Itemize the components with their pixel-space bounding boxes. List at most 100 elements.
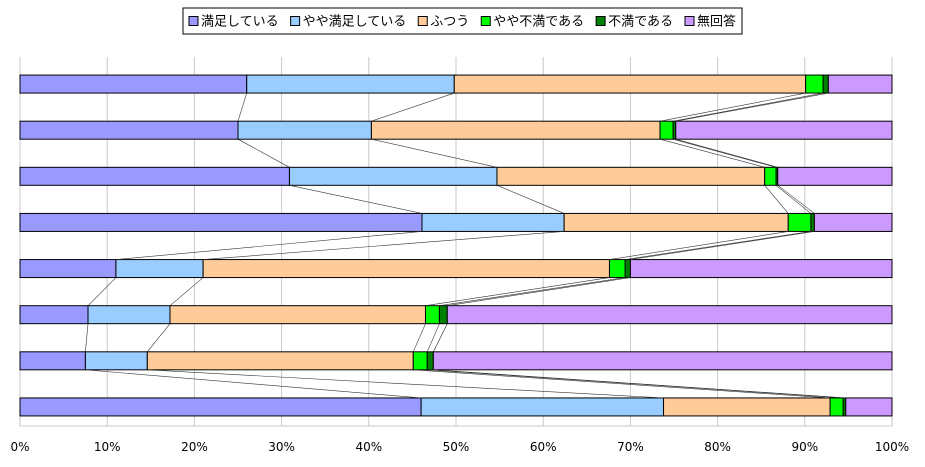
bar-segment bbox=[764, 166, 777, 186]
series-line bbox=[169, 277, 204, 306]
series-line bbox=[447, 277, 631, 306]
bar-segment bbox=[629, 259, 893, 279]
bar-segment bbox=[169, 305, 426, 325]
legend-swatch bbox=[188, 16, 199, 26]
series-line bbox=[85, 369, 422, 399]
series-line bbox=[371, 92, 455, 122]
bar-segment bbox=[19, 120, 239, 140]
bar-segment bbox=[810, 212, 815, 232]
bar-row bbox=[19, 259, 893, 279]
x-tick-label: 70% bbox=[617, 440, 644, 454]
bar-segment bbox=[412, 351, 428, 371]
series-line bbox=[764, 185, 789, 214]
bar-segment bbox=[663, 397, 831, 417]
bar-segment bbox=[424, 305, 440, 325]
series-line bbox=[675, 92, 829, 122]
legend-item: やや不満である bbox=[480, 15, 584, 30]
bar-segment bbox=[829, 397, 844, 417]
legend: 満足している やや満足している ふつう やや不満である 不満である 無回答 bbox=[182, 7, 743, 35]
bar-row bbox=[19, 351, 893, 371]
x-tick-label: 20% bbox=[181, 440, 208, 454]
bar-segment bbox=[19, 351, 86, 371]
series-line bbox=[609, 231, 789, 260]
bar-segment bbox=[813, 212, 893, 232]
bar-segment bbox=[370, 120, 661, 140]
series-line bbox=[87, 277, 117, 306]
legend-label: 不満である bbox=[608, 15, 673, 30]
bar-segment bbox=[420, 397, 665, 417]
legend-swatch bbox=[417, 16, 428, 26]
x-tick-label: 30% bbox=[268, 440, 295, 454]
series-line bbox=[426, 323, 440, 352]
bar-segment bbox=[202, 259, 610, 279]
x-tick-label: 10% bbox=[94, 440, 121, 454]
bar-segment bbox=[563, 212, 789, 232]
bar-segment bbox=[146, 351, 414, 371]
bar-segment bbox=[827, 74, 893, 94]
bar-segment bbox=[19, 166, 290, 186]
x-tick-label: 80% bbox=[704, 440, 731, 454]
bar-segment bbox=[288, 166, 498, 186]
series-line bbox=[412, 323, 426, 352]
bar-segment bbox=[438, 305, 448, 325]
bar-segment bbox=[624, 259, 631, 279]
bar-row bbox=[19, 74, 893, 94]
bar-segment bbox=[237, 120, 372, 140]
series-line bbox=[237, 138, 290, 168]
legend-item: ふつう bbox=[417, 15, 469, 30]
series-line bbox=[775, 185, 812, 214]
bar-segment bbox=[19, 212, 423, 232]
bars bbox=[19, 74, 893, 417]
series-line bbox=[675, 138, 778, 168]
x-axis: 0% 10% 20% 30% 40% 50% 60% 70% 80% 90% 100% bbox=[10, 440, 909, 454]
bar-segment bbox=[426, 351, 434, 371]
bar-segment bbox=[822, 74, 829, 94]
bar-segment bbox=[19, 74, 248, 94]
bar-segment bbox=[608, 259, 626, 279]
x-tick-label: 60% bbox=[530, 440, 557, 454]
legend-box bbox=[182, 7, 743, 35]
bar-segment bbox=[496, 166, 766, 186]
series-line bbox=[147, 369, 664, 399]
legend-label: ふつう bbox=[430, 15, 469, 30]
legend-label: 満足している bbox=[201, 15, 279, 30]
bar-segment bbox=[246, 74, 455, 94]
series-line bbox=[659, 138, 765, 168]
bar-segment bbox=[787, 212, 812, 232]
x-tick-label: 100% bbox=[875, 440, 909, 454]
legend-item: 無回答 bbox=[684, 14, 736, 30]
legend-label: 無回答 bbox=[697, 14, 736, 30]
series-line bbox=[433, 323, 448, 352]
series-line bbox=[203, 231, 565, 260]
bar-row bbox=[19, 120, 893, 140]
bar-segment bbox=[675, 120, 893, 140]
legend-swatch bbox=[684, 16, 695, 26]
series-line bbox=[413, 369, 831, 399]
grid bbox=[19, 57, 893, 427]
series-line bbox=[659, 92, 806, 122]
series-line bbox=[115, 231, 423, 260]
legend-item: 不満である bbox=[595, 15, 673, 30]
series-line bbox=[371, 138, 498, 168]
series-line bbox=[625, 231, 811, 260]
series-line bbox=[237, 92, 248, 122]
bar-segment bbox=[446, 305, 893, 325]
series-line bbox=[147, 323, 171, 353]
bar-segment bbox=[84, 351, 148, 371]
x-tick-label: 90% bbox=[791, 440, 818, 454]
bar-segment bbox=[87, 305, 171, 325]
legend-item: 満足している bbox=[188, 15, 279, 30]
series-line bbox=[433, 369, 846, 399]
legend-swatch bbox=[480, 16, 491, 26]
legend-swatch bbox=[290, 16, 301, 26]
bar-segment bbox=[453, 74, 807, 94]
x-tick-label: 50% bbox=[443, 440, 470, 454]
bar-segment bbox=[777, 166, 893, 186]
series-line bbox=[673, 92, 824, 122]
bar-segment bbox=[845, 397, 893, 417]
bar-segment bbox=[115, 259, 204, 279]
bar-segment bbox=[805, 74, 824, 94]
series-line bbox=[289, 185, 423, 214]
